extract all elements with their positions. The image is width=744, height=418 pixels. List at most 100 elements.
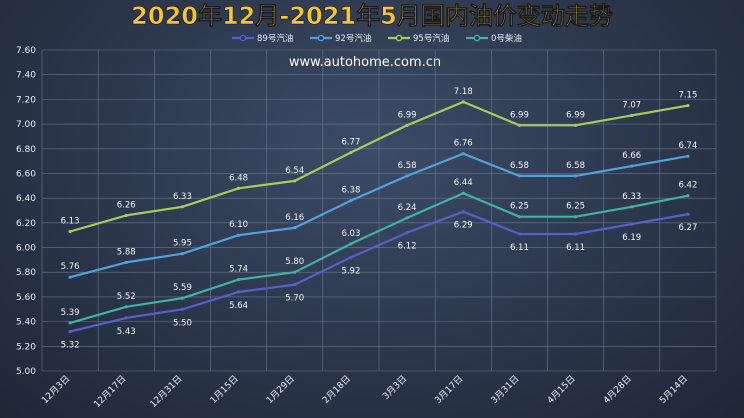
data-point [573,215,578,219]
y-tick-label: 5.60 [16,293,36,303]
y-tick-label: 6.60 [16,169,36,179]
data-point [686,212,690,216]
data-point [349,150,353,155]
data-label: 5.50 [173,318,192,328]
y-tick-label: 5.00 [16,367,36,377]
data-point [349,255,353,260]
data-point [686,194,690,198]
data-point [236,186,241,190]
data-label: 5.74 [229,265,248,275]
x-tick-label: 4月28日 [601,373,634,406]
data-label: 7.07 [622,100,641,110]
data-point [461,210,465,214]
data-point [517,123,522,127]
legend-marker [395,34,403,42]
data-label: 5.32 [61,340,80,350]
data-label: 6.16 [285,213,304,223]
data-label: 5.92 [341,266,360,276]
data-point [124,213,128,218]
series-line [69,100,689,233]
data-point [68,321,72,325]
data-point [686,103,690,108]
data-point [405,123,409,127]
data-label: 6.58 [398,161,417,171]
data-point [630,113,634,118]
data-point [517,232,522,236]
legend-label[interactable]: 89号汽油 [257,33,293,44]
data-label: 7.15 [678,91,697,101]
data-point [180,252,185,256]
data-point [573,174,578,178]
data-point [236,233,241,237]
data-label: 5.88 [117,247,136,257]
data-point [68,329,72,334]
data-point [293,179,297,183]
legend-marker [239,34,247,42]
y-tick-label: 5.20 [16,342,36,352]
data-label: 6.76 [454,139,473,149]
y-tick-label: 6.80 [16,145,36,155]
data-point [124,305,128,309]
x-tick-label: 4月15日 [545,373,578,406]
x-axis: 12月3日 12月17日 12月31日 1月15日 1月29日 2月18日 3月3日 3月17… [40,373,690,410]
legend-label[interactable]: 92号汽油 [335,33,371,44]
data-label: 6.25 [510,202,529,212]
data-point [461,152,465,156]
x-tick-label: 3月3日 [381,373,410,402]
y-tick-label: 6.00 [16,244,36,254]
data-label: 6.99 [510,110,529,120]
data-point [405,231,409,235]
data-point [573,123,578,127]
legend-label[interactable]: 95号汽油 [413,33,449,44]
y-tick-label: 7.60 [16,46,36,56]
data-label: 5.76 [61,262,80,272]
legend-label[interactable]: 0号柴油 [491,33,522,44]
watermark: www.autohome.com.cn [289,55,441,70]
data-label: 6.44 [454,178,473,188]
data-point [293,270,297,274]
x-tick-label: 2月18日 [320,373,353,406]
y-tick-label: 7.40 [16,71,36,81]
x-tick-label: 1月15日 [208,373,241,406]
data-label: 5.95 [173,239,192,249]
data-label: 6.38 [341,186,360,196]
legend[interactable]: 89号汽油 92号汽油 95号汽油 0号柴油 [232,33,522,44]
x-tick-label: 3月31日 [489,373,522,406]
series-line [69,152,689,279]
data-point [630,164,634,168]
data-point [573,232,578,236]
data-point [686,154,690,158]
data-label: 5.52 [117,292,136,302]
data-label: 5.59 [173,283,192,293]
x-tick-label: 5月14日 [657,373,690,406]
data-label: 6.12 [398,242,417,252]
series-line [69,210,689,333]
data-label: 6.33 [622,192,641,202]
data-label: 6.29 [454,221,473,231]
data-label: 6.11 [510,243,529,253]
data-point [405,174,409,178]
data-label: 6.24 [398,203,417,213]
data-label: 6.48 [229,173,248,183]
data-label: 6.25 [566,202,585,212]
y-tick-label: 5.40 [16,318,36,328]
data-point [180,307,185,311]
data-labels: 5.32 5.43 5.50 5.64 5.70 5.92 6.12 6.29 6.11 6.11… [61,87,698,351]
x-tick-label: 3月17日 [433,373,466,406]
y-axis: 5.00 5.20 5.40 5.60 5.80 6.00 6.20 6.40 6.60 6.80… [16,46,36,377]
data-label: 6.99 [398,110,417,120]
data-point [630,222,634,226]
data-label: 6.11 [566,243,585,253]
series-lines [68,100,690,334]
grid [41,49,717,372]
data-point [180,296,185,300]
x-tick-label: 1月29日 [264,373,297,406]
data-label: 6.99 [566,110,585,120]
data-label: 6.13 [61,216,80,226]
data-point [293,226,297,230]
data-point [180,205,185,209]
x-tick-label: 12月17日 [92,373,129,410]
x-tick-label: 12月3日 [40,373,73,406]
